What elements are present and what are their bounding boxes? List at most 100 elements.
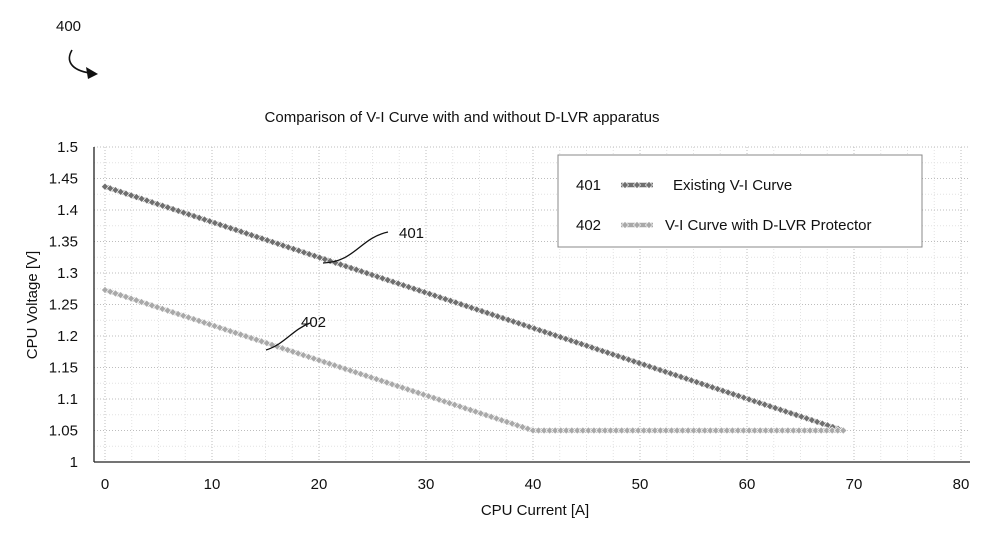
data-point-marker <box>703 381 712 390</box>
data-point-marker <box>455 402 464 411</box>
data-point-marker <box>132 193 141 202</box>
data-point-marker <box>399 281 408 290</box>
data-point-marker <box>330 361 339 370</box>
legend-swatch-marker <box>620 220 630 230</box>
data-point-marker <box>619 353 628 362</box>
data-point-marker <box>457 300 466 309</box>
y-tick-labels: 1 1.05 1.1 1.15 1.2 1.25 1.3 1.35 1.4 1.45 1.5 <box>49 139 78 471</box>
data-point-marker <box>656 365 665 375</box>
data-point-marker <box>398 383 407 392</box>
data-point-marker <box>745 426 754 435</box>
data-point-marker <box>137 297 146 307</box>
data-point-marker <box>241 332 250 341</box>
data-point-marker <box>614 352 623 361</box>
data-point-marker <box>294 349 303 358</box>
callout-label-401: 401 <box>399 225 424 242</box>
data-point-marker <box>767 426 776 435</box>
data-point-marker <box>409 284 418 293</box>
data-point-marker <box>640 360 649 369</box>
data-point-marker <box>656 426 665 435</box>
y-tick-label: 1.05 <box>49 423 78 440</box>
data-point-marker <box>589 426 598 435</box>
data-point-marker <box>132 296 141 305</box>
data-point-marker <box>724 388 733 397</box>
data-point-marker <box>472 305 481 314</box>
x-tick-labels: 0 10 20 30 40 50 60 70 80 <box>101 476 970 493</box>
data-point-marker <box>817 426 826 435</box>
x-tick-label: 40 <box>525 476 542 493</box>
data-point-marker <box>689 426 698 435</box>
data-point-marker <box>100 182 110 191</box>
data-point-marker <box>718 386 727 395</box>
y-tick-label: 1.45 <box>49 171 78 188</box>
y-tick-label: 1 <box>70 454 78 471</box>
y-tick-label: 1.3 <box>57 265 78 282</box>
data-point-marker <box>806 426 815 435</box>
data-point-marker <box>210 321 219 331</box>
axes <box>93 147 970 463</box>
data-point-marker <box>765 402 775 411</box>
data-point-marker <box>189 315 198 324</box>
data-point-marker <box>584 426 593 435</box>
data-point-marker <box>601 426 610 435</box>
data-point-marker <box>262 339 271 348</box>
data-point-marker <box>184 313 193 322</box>
data-point-marker <box>236 330 245 339</box>
data-point-marker <box>695 426 704 435</box>
legend-series-name: V-I Curve with D-LVR Protector <box>665 217 871 234</box>
data-point-marker <box>582 341 591 350</box>
x-tick-label: 70 <box>846 476 863 493</box>
x-tick-label: 20 <box>311 476 328 493</box>
data-point-marker <box>822 426 831 435</box>
legend: 401 Existing V-I Curve 402 V-I Curve with D… <box>557 154 923 248</box>
data-point-marker <box>488 310 497 319</box>
data-point-marker <box>436 293 445 302</box>
data-point-marker <box>556 426 565 435</box>
data-point-marker <box>711 426 720 435</box>
data-point-marker <box>728 426 737 435</box>
data-point-marker <box>195 213 204 222</box>
data-point-marker <box>226 224 235 233</box>
figure-ref-arrow <box>68 49 91 74</box>
data-point-marker <box>441 295 450 304</box>
data-point-marker <box>551 426 560 435</box>
data-point-marker <box>294 246 303 255</box>
data-point-marker <box>811 426 820 435</box>
data-point-marker <box>525 322 534 331</box>
data-point-marker <box>755 398 764 407</box>
data-point-marker <box>519 320 528 330</box>
data-point-marker <box>739 426 748 435</box>
data-point-marker <box>325 359 334 368</box>
data-point-marker <box>351 368 360 377</box>
data-point-marker <box>168 308 177 317</box>
legend-series-name: Existing V-I Curve <box>673 177 792 194</box>
legend-swatch-marker <box>620 180 630 190</box>
data-point-marker <box>200 318 209 327</box>
legend-item-401: 401 Existing V-I Curve <box>576 177 792 194</box>
data-point-marker <box>650 426 659 435</box>
data-point-marker <box>341 262 350 271</box>
y-tick-label: 1.15 <box>49 360 78 377</box>
data-point-marker <box>404 282 413 292</box>
data-point-marker <box>509 317 518 326</box>
data-point-marker <box>111 289 120 298</box>
x-axis-label: CPU Current [A] <box>481 502 589 519</box>
data-point-marker <box>739 393 748 402</box>
data-point-marker <box>595 426 604 435</box>
data-point-marker <box>493 312 502 321</box>
data-point-marker <box>424 392 433 401</box>
data-point-marker <box>279 241 288 250</box>
data-point-marker <box>247 231 256 240</box>
data-point-marker <box>671 371 680 380</box>
data-point-marker <box>645 426 654 435</box>
data-point-marker <box>528 426 538 435</box>
data-point-marker <box>783 426 792 435</box>
data-point-marker <box>148 198 157 207</box>
data-point-marker <box>786 409 795 418</box>
data-point-marker <box>508 419 517 428</box>
data-point-marker <box>673 426 682 435</box>
data-point-marker <box>797 412 806 421</box>
figure-ref-number: 400 <box>56 18 81 35</box>
